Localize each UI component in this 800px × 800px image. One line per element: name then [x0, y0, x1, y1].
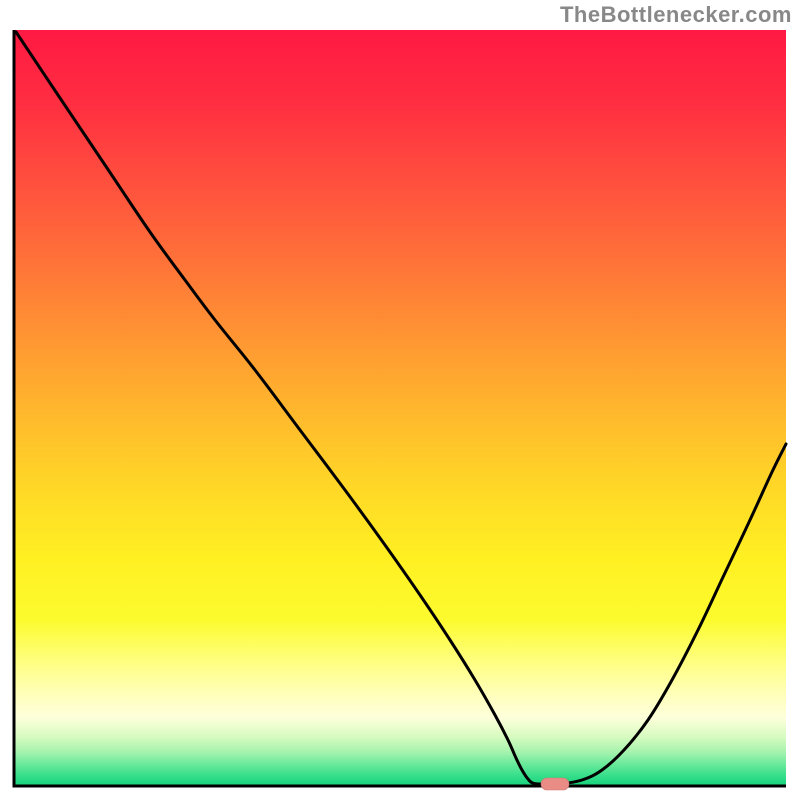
bottleneck-chart — [0, 0, 800, 800]
watermark-text: TheBottlenecker.com — [560, 2, 792, 28]
chart-container: TheBottlenecker.com — [0, 0, 800, 800]
optimal-point-marker — [541, 778, 569, 790]
plot-background — [14, 30, 786, 786]
